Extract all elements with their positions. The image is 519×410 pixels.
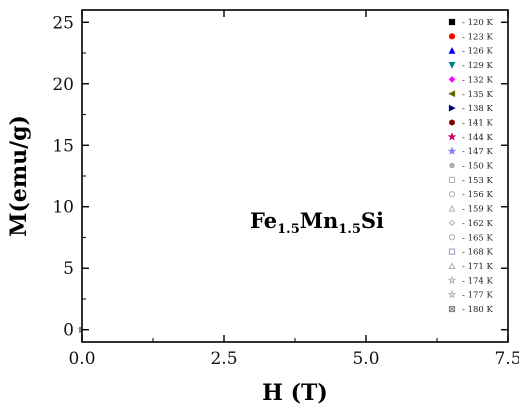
legend-item: - 153 K [448,176,493,186]
x-tick-label: 0.0 [68,349,95,369]
y-axis-label: M(emu/g) [6,115,32,237]
legend: - 120 K - 123 K - 126 K - 129 K - 132 K - 135… [447,18,493,315]
annotation-sub-2: 1.5 [338,222,361,237]
annotation-base-2: Mn [300,208,339,233]
legend-marker [447,290,457,299]
legend-label: - 168 K [462,248,493,258]
axes: 0.0 2.5 5.0 7.5 0 5 10 15 20 25 [52,9,519,369]
x-tick-label: 2.5 [210,349,237,369]
legend-item: - 144 K [447,132,493,143]
legend-label: - 150 K [462,162,493,172]
legend-marker [448,191,456,198]
legend-item: - 138 K [448,104,493,114]
x-tick-label: 5.0 [352,349,379,369]
legend-label: - 180 K [462,305,493,315]
legend-label: - 174 K [462,276,493,286]
y-tick-label: 5 [63,259,74,279]
legend-marker [448,18,456,26]
legend-label: - 171 K [462,262,493,272]
legend-label: - 144 K [462,133,493,143]
legend-label: - 162 K [462,219,493,229]
legend-label: - 126 K [462,47,493,57]
legend-label: - 141 K [462,118,493,128]
legend-marker [447,275,457,284]
legend-marker [448,204,456,212]
legend-marker [448,46,456,54]
y-tick-label: 25 [52,13,74,33]
legend-item: - 126 K [448,46,493,57]
legend-item: - 150 K [448,162,493,172]
legend-item: - 162 K [448,219,493,229]
legend-item: - 135 K [448,90,493,100]
legend-label: - 165 K [462,233,493,243]
legend-marker [448,234,456,241]
legend-marker [448,219,456,227]
y-tick-label: 10 [52,198,74,218]
legend-label: - 177 K [462,291,493,301]
legend-marker [448,305,456,313]
legend-item: - 174 K [447,275,493,286]
legend-marker [448,162,456,169]
legend-item: - 132 K [448,75,493,85]
legend-label: - 156 K [462,190,493,200]
legend-item: - 168 K [448,248,493,258]
legend-item: - 159 K [448,204,493,215]
legend-marker [449,119,455,126]
legend-item: - 123 K [448,32,493,42]
marker-box [448,305,456,313]
legend-marker [448,76,456,83]
legend-marker [448,104,456,112]
legend-label: - 135 K [462,90,493,100]
compound-annotation: Fe1.5Mn1.5Si [250,208,384,237]
legend-item: - 129 K [448,61,493,71]
legend-item: - 177 K [447,290,493,301]
legend-label: - 123 K [462,32,493,42]
legend-marker [448,33,456,40]
legend-item: - 165 K [448,233,493,243]
x-tick-label: 7.5 [494,349,519,369]
legend-marker [448,248,456,255]
legend-marker [447,132,457,141]
legend-label: - 159 K [462,205,493,215]
annotation-base-1: Fe [250,208,277,233]
legend-item: - 180 K [448,305,493,315]
legend-item: - 120 K [448,18,493,28]
legend-marker [448,262,456,270]
legend-marker [448,90,456,98]
y-tick-label: 15 [52,136,74,156]
legend-marker [448,61,456,69]
legend-marker [448,176,456,183]
legend-item: - 147 K [447,146,493,157]
legend-item: - 141 K [449,118,493,128]
legend-marker [447,146,457,155]
legend-item: - 156 K [448,190,493,200]
legend-label: - 129 K [462,61,493,71]
y-tick-label: 20 [52,75,74,95]
y-tick-label: 0 [63,321,74,341]
legend-label: - 120 K [462,18,493,28]
legend-item: - 171 K [448,262,493,272]
legend-label: - 147 K [462,147,493,157]
legend-label: - 132 K [462,75,493,85]
annotation-sub-1: 1.5 [277,222,300,237]
annotation-base-3: Si [361,208,384,233]
plot-frame [81,9,509,343]
legend-label: - 153 K [462,176,493,186]
legend-label: - 138 K [462,104,493,114]
marker-cross [449,306,455,312]
x-axis-label: H (T) [262,380,328,406]
